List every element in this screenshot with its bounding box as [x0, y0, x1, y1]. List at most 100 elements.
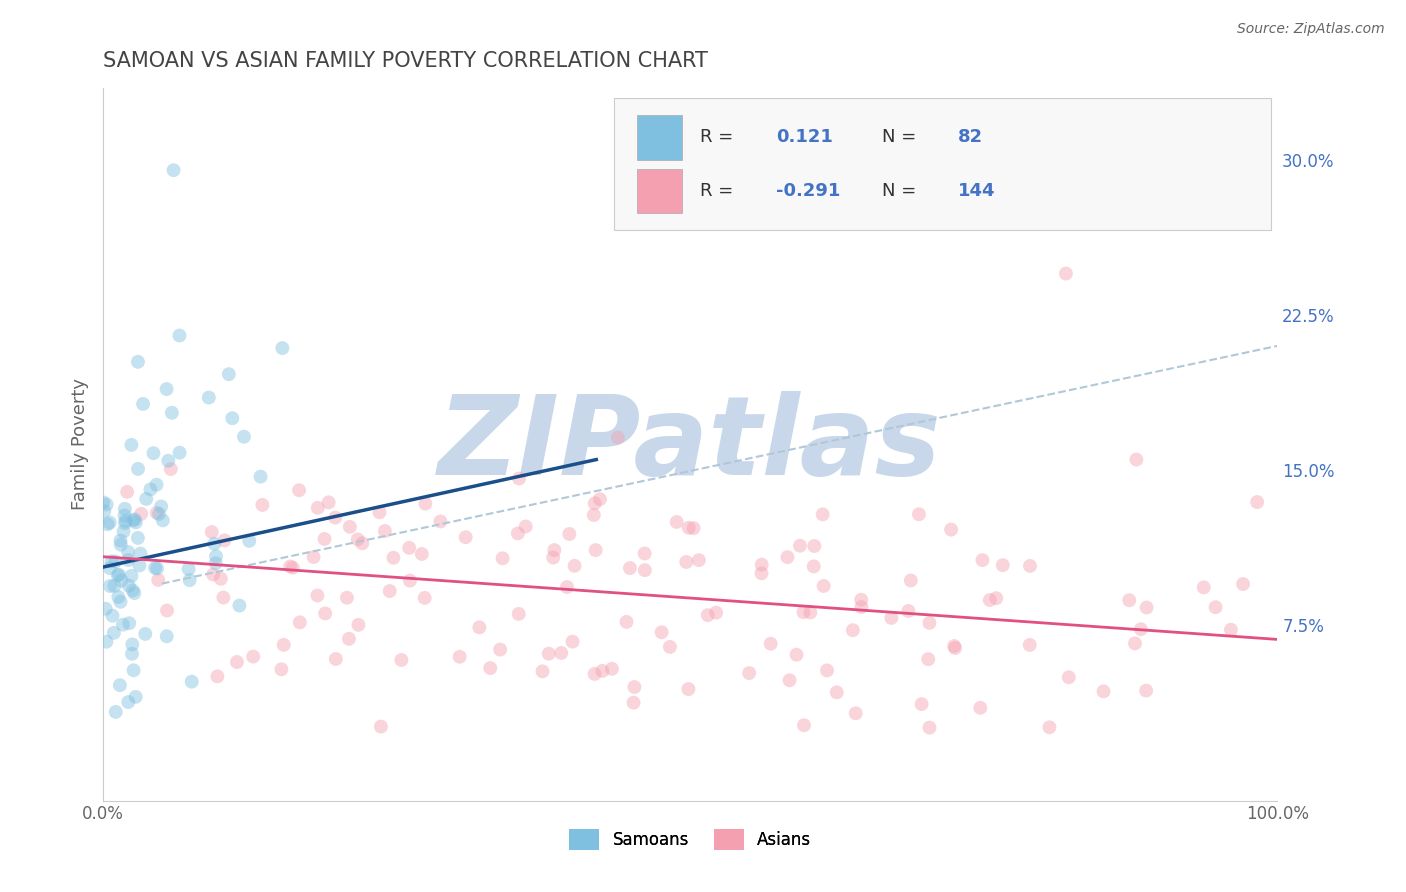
Point	[1246, 495, 1268, 509]
Point	[318, 495, 340, 509]
Point	[281, 560, 304, 574]
Point	[939, 523, 962, 537]
Point	[207, 669, 229, 683]
Point	[114, 508, 136, 523]
Point	[271, 341, 294, 355]
Point	[969, 701, 991, 715]
Point	[139, 483, 162, 497]
Point	[238, 533, 260, 548]
Point	[221, 411, 243, 425]
Point	[132, 397, 155, 411]
Point	[651, 625, 673, 640]
Point	[118, 579, 141, 593]
Point	[900, 574, 922, 588]
Point	[209, 572, 232, 586]
Point	[270, 662, 292, 676]
Point	[1135, 683, 1157, 698]
Point	[97, 517, 120, 532]
Point	[468, 620, 491, 634]
Point	[278, 559, 301, 574]
Point	[214, 533, 236, 548]
Point	[121, 637, 143, 651]
Point	[508, 471, 530, 485]
Point	[623, 680, 645, 694]
Point	[582, 508, 605, 522]
Point	[307, 589, 329, 603]
Point	[135, 491, 157, 506]
Point	[129, 547, 152, 561]
Y-axis label: Family Poverty: Family Poverty	[72, 378, 89, 510]
Point	[121, 583, 143, 598]
Point	[779, 673, 801, 688]
Point	[242, 649, 264, 664]
Point	[98, 561, 121, 575]
Text: -0.291: -0.291	[776, 182, 841, 200]
Point	[1123, 636, 1146, 650]
Point	[112, 524, 135, 539]
Point	[678, 521, 700, 535]
Point	[124, 512, 146, 526]
Point	[589, 492, 612, 507]
Point	[665, 515, 688, 529]
Point	[118, 616, 141, 631]
Point	[314, 607, 336, 621]
Point	[160, 462, 183, 476]
Point	[696, 608, 718, 623]
Point	[117, 545, 139, 559]
Point	[1118, 593, 1140, 607]
Point	[127, 462, 149, 476]
Point	[811, 508, 834, 522]
Point	[378, 584, 401, 599]
Point	[103, 625, 125, 640]
Point	[1018, 638, 1040, 652]
Point	[129, 507, 152, 521]
Point	[117, 553, 139, 567]
Point	[986, 591, 1008, 606]
Point	[550, 646, 572, 660]
Point	[541, 550, 564, 565]
Point	[606, 431, 628, 445]
Point	[150, 500, 173, 514]
Point	[103, 579, 125, 593]
Point	[120, 569, 142, 583]
Point	[813, 579, 835, 593]
Point	[1092, 684, 1115, 698]
Point	[619, 561, 641, 575]
Point	[202, 537, 225, 551]
Point	[127, 355, 149, 369]
FancyBboxPatch shape	[614, 98, 1271, 230]
Point	[121, 647, 143, 661]
Point	[429, 515, 451, 529]
Point	[94, 601, 117, 615]
Point	[108, 567, 131, 582]
Point	[411, 547, 433, 561]
Point	[943, 641, 966, 656]
Text: 0.121: 0.121	[776, 128, 832, 146]
Point	[122, 663, 145, 677]
Legend: Samoans, Asians: Samoans, Asians	[562, 822, 818, 856]
Point	[897, 604, 920, 618]
Point	[143, 561, 166, 575]
Point	[145, 477, 167, 491]
Point	[169, 328, 191, 343]
Point	[789, 539, 811, 553]
Point	[352, 536, 374, 550]
Point	[314, 532, 336, 546]
Text: N =: N =	[882, 128, 921, 146]
Point	[851, 600, 873, 615]
Point	[104, 555, 127, 569]
Point	[382, 550, 405, 565]
Point	[374, 524, 396, 538]
Point	[107, 568, 129, 582]
Point	[339, 520, 361, 534]
Point	[198, 391, 221, 405]
Point	[623, 696, 645, 710]
Point	[110, 533, 132, 548]
Point	[337, 632, 360, 646]
Point	[583, 496, 606, 510]
Point	[142, 446, 165, 460]
Point	[120, 438, 142, 452]
Point	[111, 617, 134, 632]
Point	[91, 495, 114, 509]
Point	[616, 615, 638, 629]
